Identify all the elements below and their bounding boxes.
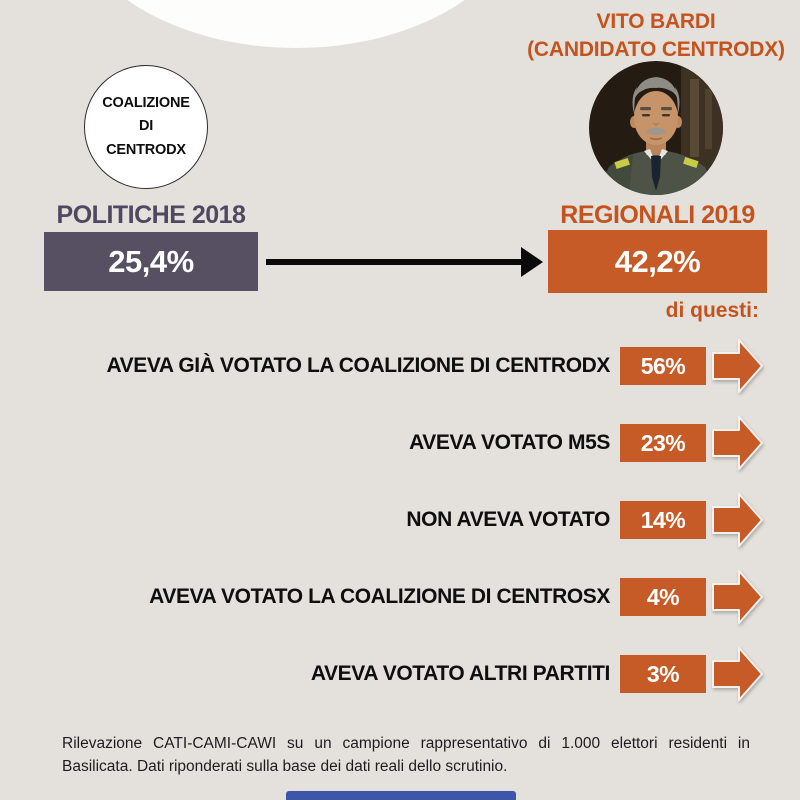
candidate-name: VITO BARDI <box>596 10 716 33</box>
right-arrow-icon <box>712 493 763 547</box>
row-percentage-box: 4% <box>620 578 706 616</box>
left-value: 25,4% <box>108 243 194 279</box>
coalition-line-3: CENTRODX <box>106 141 186 158</box>
transition-arrow-head <box>521 247 543 277</box>
row-percentage: 4% <box>646 583 680 610</box>
row-percentage-box: 14% <box>620 501 706 539</box>
candidate-photo <box>589 61 723 195</box>
coalition-line-1: COALIZIONE <box>102 95 190 112</box>
right-value: 42,2% <box>614 243 701 279</box>
coalition-circle: COALIZIONE DI CENTRODX <box>84 65 208 189</box>
right-value-bar: 42,2% <box>548 230 767 293</box>
row-percentage-box: 3% <box>620 655 706 693</box>
row-percentage: 3% <box>646 660 680 687</box>
row-percentage-box: 56% <box>620 347 706 385</box>
row-label: AVEVA VOTATO ALTRI PARTITI <box>310 662 611 685</box>
row-label: AVEVA VOTATO M5S <box>409 431 610 454</box>
breakdown-row-5: AVEVA VOTATO ALTRI PARTITI 3% <box>0 645 800 703</box>
left-value-bar: 25,4% <box>44 232 258 291</box>
breakdown-row-4: AVEVA VOTATO LA COALIZIONE DI CENTROSX 4… <box>0 568 800 626</box>
bottom-blue-bar <box>286 791 516 800</box>
row-percentage: 56% <box>640 352 686 379</box>
right-arrow-icon <box>712 647 763 701</box>
row-label: AVEVA VOTATO LA COALIZIONE DI CENTROSX <box>149 585 610 608</box>
row-percentage: 14% <box>640 506 686 533</box>
breakdown-intro-label: di questi: <box>665 299 759 322</box>
transition-arrow-line <box>266 259 522 265</box>
breakdown-row-2: AVEVA VOTATO M5S 23% <box>0 414 800 472</box>
candidate-name-block: VITO BARDI (CANDIDATO CENTRODX) <box>500 8 800 63</box>
coalition-line-2: DI <box>138 118 154 135</box>
row-label: AVEVA GIÀ VOTATO LA COALIZIONE DI CENTRO… <box>106 354 610 377</box>
decorative-top-ellipse <box>66 0 526 48</box>
candidate-portrait-illustration <box>589 61 723 195</box>
breakdown-row-1: AVEVA GIÀ VOTATO LA COALIZIONE DI CENTRO… <box>0 337 800 395</box>
breakdown-row-3: NON AVEVA VOTATO 14% <box>0 491 800 549</box>
left-bar-title: POLITICHE 2018 <box>56 201 246 229</box>
row-percentage: 23% <box>640 429 686 456</box>
source-footnote: Rilevazione CATI-CAMI-CAWI su un campion… <box>62 735 750 776</box>
candidate-descriptor: (CANDIDATO CENTRODX) <box>527 37 785 61</box>
row-label: NON AVEVA VOTATO <box>406 508 610 531</box>
row-percentage-box: 23% <box>620 424 706 462</box>
right-arrow-icon <box>712 339 763 393</box>
right-arrow-icon <box>712 570 763 624</box>
right-bar-title: REGIONALI 2019 <box>560 201 755 229</box>
right-arrow-icon <box>712 416 763 470</box>
